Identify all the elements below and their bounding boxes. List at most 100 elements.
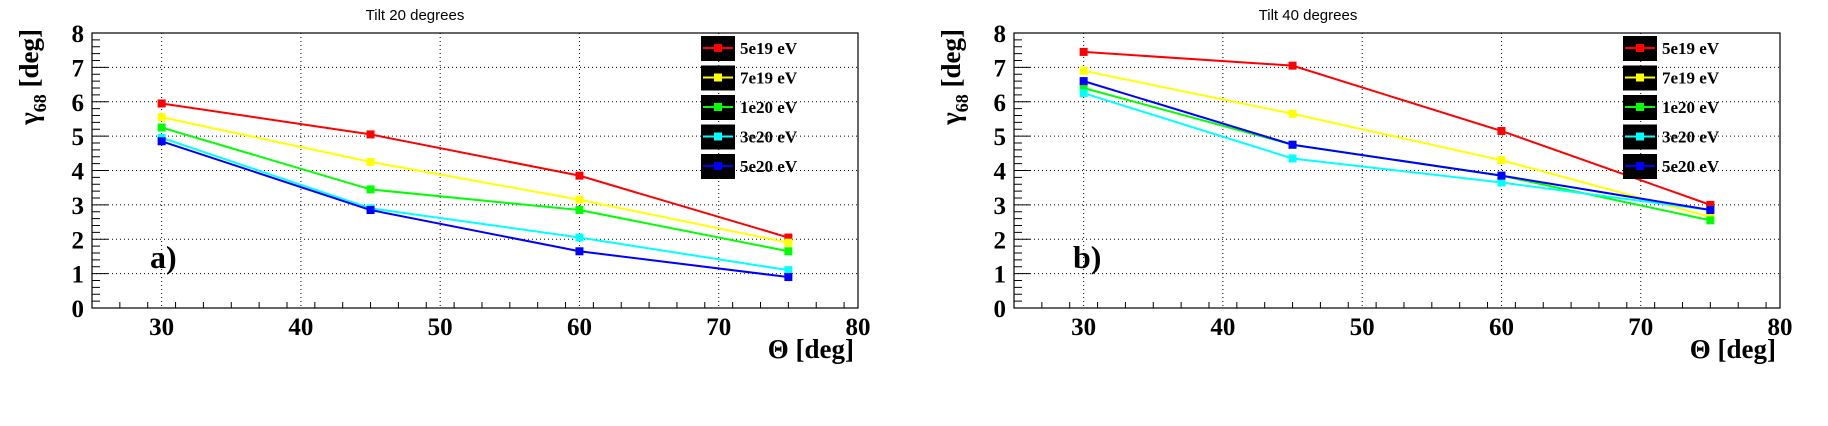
y-axis-label: γ68 [deg] xyxy=(14,29,50,126)
series-1e20-eV xyxy=(157,123,793,256)
y-tick-label: 5 xyxy=(72,124,85,151)
legend-swatch-marker xyxy=(1636,162,1644,170)
data-point xyxy=(1497,126,1506,135)
data-point xyxy=(366,157,375,166)
series-line xyxy=(1083,87,1711,222)
legend-label: 7e19 eV xyxy=(740,69,798,88)
legend-swatch-marker xyxy=(1636,44,1644,52)
data-point xyxy=(575,195,584,204)
y-label-symbol: γ xyxy=(14,112,44,126)
series-line xyxy=(161,136,789,272)
data-point xyxy=(157,123,166,132)
chart-title: Tilt 40 degrees xyxy=(1259,7,1358,24)
legend-swatch-marker xyxy=(714,103,722,111)
panel-label: a) xyxy=(150,239,177,275)
legend-entry: 3e20 eV xyxy=(701,124,798,150)
data-point xyxy=(366,206,375,215)
y-label-subscript: 68 xyxy=(30,94,50,112)
legend-entry: 1e20 eV xyxy=(1623,95,1720,120)
series-line xyxy=(1083,80,1711,212)
data-point xyxy=(157,99,166,108)
series-5e20-eV xyxy=(1079,77,1715,215)
legend-label: 1e20 eV xyxy=(1662,98,1720,117)
series-5e19-eV xyxy=(157,99,793,242)
y-label-unit: [deg] xyxy=(14,29,44,94)
series-line xyxy=(161,140,789,279)
y-tick-label: 4 xyxy=(994,159,1007,186)
series-7e19-eV xyxy=(157,113,793,247)
legend-swatch-marker xyxy=(1636,73,1644,82)
data-point xyxy=(1079,84,1088,92)
series-5e19-eV xyxy=(1079,47,1715,209)
data-point xyxy=(784,238,793,247)
series-1e20-eV xyxy=(1079,84,1715,225)
data-point xyxy=(1497,156,1506,165)
legend-entry: 5e19 eV xyxy=(701,36,798,61)
series-line xyxy=(161,116,789,244)
data-point xyxy=(575,206,584,215)
y-tick-label: 0 xyxy=(994,296,1007,323)
legend-entry: 5e19 eV xyxy=(1623,36,1720,61)
x-axis-label: Θ [deg] xyxy=(1690,334,1776,364)
data-point xyxy=(575,233,584,242)
x-tick-label: 40 xyxy=(288,314,313,341)
x-tick-label: 40 xyxy=(1210,314,1235,341)
legend-label: 1e20 eV xyxy=(740,98,798,117)
legend-entry: 1e20 eV xyxy=(701,95,798,120)
legend-swatch-marker xyxy=(714,44,722,52)
legend-label: 3e20 eV xyxy=(1662,128,1720,147)
data-point xyxy=(784,266,793,275)
legend: 5e19 eV 7e19 eV 1e20 eV 3e20 eV 5e20 eV xyxy=(1623,36,1720,179)
panel-label: b) xyxy=(1073,239,1101,275)
y-tick-label: 5 xyxy=(994,124,1007,151)
x-tick-label: 50 xyxy=(428,314,453,341)
y-tick-label: 7 xyxy=(994,55,1007,82)
x-tick-label: 60 xyxy=(1489,314,1514,341)
data-point xyxy=(1706,200,1715,209)
y-tick-label: 3 xyxy=(72,193,85,220)
data-point xyxy=(784,233,793,242)
data-point xyxy=(1288,154,1297,163)
data-point xyxy=(1497,178,1506,187)
x-tick-label: 30 xyxy=(1071,314,1096,341)
y-tick-label: 6 xyxy=(72,90,85,117)
y-tick-label: 6 xyxy=(994,90,1007,117)
x-axis: 30 40 50 60 70 80 xyxy=(1013,302,1793,341)
legend-label: 5e19 eV xyxy=(1662,39,1720,58)
x-tick-label: 30 xyxy=(149,314,174,341)
data-point xyxy=(366,130,375,139)
data-point xyxy=(366,185,375,194)
legend-label: 3e20 eV xyxy=(740,128,798,147)
y-tick-label: 8 xyxy=(994,21,1007,48)
x-tick-label: 70 xyxy=(1628,314,1653,341)
legend-entry: 7e19 eV xyxy=(701,65,798,91)
legend-swatch-marker xyxy=(714,73,722,82)
y-tick-label: 1 xyxy=(994,262,1007,289)
data-point xyxy=(157,137,166,146)
legend-label: 5e20 eV xyxy=(1662,157,1720,176)
series-line xyxy=(1083,92,1711,212)
legend-entry: 3e20 eV xyxy=(1623,124,1720,150)
legend-label: 5e19 eV xyxy=(740,39,798,58)
y-tick-label: 7 xyxy=(72,55,85,82)
series-line xyxy=(161,102,789,239)
chart-panel-2: Tilt 40 degrees 30 40 50 60 70 80 0 1 2 3 4 5 6 7 8 Θ [d… xyxy=(936,7,1793,364)
data-point xyxy=(1706,206,1715,215)
data-point xyxy=(1497,171,1506,180)
legend-entry: 7e19 eV xyxy=(1623,65,1720,91)
y-tick-label: 2 xyxy=(72,227,85,254)
data-point xyxy=(1079,89,1088,98)
data-point xyxy=(784,247,793,256)
data-point xyxy=(1288,140,1297,149)
x-axis-label: Θ [deg] xyxy=(768,334,854,364)
legend-entry: 5e20 eV xyxy=(701,154,798,179)
data-point xyxy=(1079,66,1088,75)
y-label-subscript: 68 xyxy=(952,94,972,112)
y-tick-label: 0 xyxy=(72,296,85,323)
y-label-symbol: γ xyxy=(936,112,966,126)
x-tick-label: 50 xyxy=(1350,314,1375,341)
series-line xyxy=(1083,50,1711,206)
legend-swatch-marker xyxy=(714,162,722,170)
y-tick-label: 1 xyxy=(72,262,85,289)
